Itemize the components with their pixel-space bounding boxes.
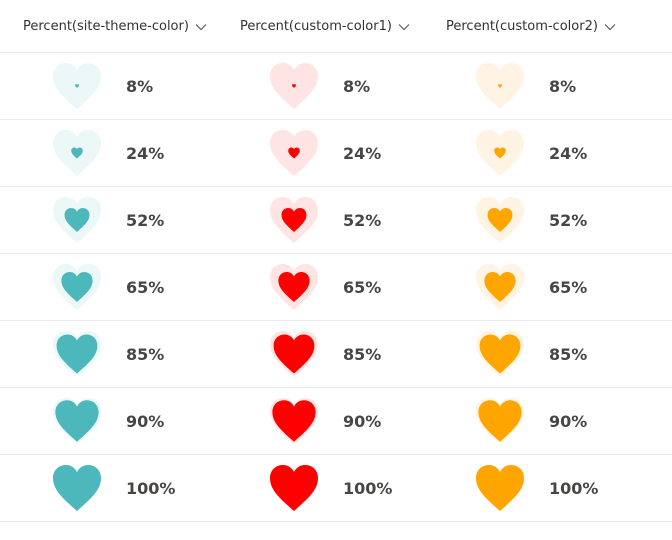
- table-cell: 100%: [218, 455, 424, 522]
- percent-value: 100%: [126, 479, 176, 498]
- heart-rating-icon: [475, 464, 525, 514]
- heart-rating-icon: [269, 196, 319, 246]
- percent-value: 24%: [549, 144, 588, 163]
- percent-value: 8%: [126, 77, 154, 96]
- percent-value: 24%: [126, 144, 165, 163]
- column-header-custom-color1[interactable]: Percent(custom-color1): [240, 0, 410, 53]
- percent-value: 85%: [343, 345, 382, 364]
- table-cell: 65%: [424, 254, 672, 321]
- percent-value: 8%: [343, 77, 371, 96]
- chevron-down-icon: [398, 23, 410, 31]
- heart-rating-icon: [52, 397, 102, 447]
- column-header-custom-color2[interactable]: Percent(custom-color2): [446, 0, 616, 53]
- column-header-label: Percent(custom-color2): [446, 19, 598, 34]
- percent-value: 85%: [549, 345, 588, 364]
- table-row[interactable]: 65% 65% 65%: [0, 254, 672, 321]
- percent-value: 65%: [126, 278, 165, 297]
- table-cell: 90%: [218, 388, 424, 455]
- percent-value: 52%: [343, 211, 382, 230]
- percent-value: 8%: [549, 77, 577, 96]
- table-cell: 65%: [0, 254, 206, 321]
- percent-value: 24%: [343, 144, 382, 163]
- percent-value: 85%: [126, 345, 165, 364]
- heart-rating-icon: [52, 196, 102, 246]
- table-cell: 85%: [218, 321, 424, 388]
- table-row[interactable]: 24% 24% 24%: [0, 120, 672, 187]
- heart-rating-icon: [52, 62, 102, 112]
- heart-rating-icon: [269, 397, 319, 447]
- table-cell: 100%: [0, 455, 206, 522]
- chevron-down-icon: [195, 23, 207, 31]
- table-cell: 85%: [424, 321, 672, 388]
- table-cell: 24%: [424, 120, 672, 187]
- table-cell: 100%: [424, 455, 672, 522]
- heart-rating-icon: [475, 196, 525, 246]
- table-cell: 65%: [218, 254, 424, 321]
- table-row[interactable]: 52% 52% 52%: [0, 187, 672, 254]
- percent-value: 90%: [126, 412, 165, 431]
- table-cell: 24%: [0, 120, 206, 187]
- list-header: Percent(site-theme-color) Percent(custom…: [0, 0, 672, 53]
- column-header-site-theme-color[interactable]: Percent(site-theme-color): [23, 0, 207, 53]
- table-cell: 52%: [0, 187, 206, 254]
- table-cell: 90%: [424, 388, 672, 455]
- chevron-down-icon: [604, 23, 616, 31]
- heart-rating-icon: [269, 263, 319, 313]
- heart-rating-icon: [269, 464, 319, 514]
- percent-value: 65%: [343, 278, 382, 297]
- percent-value: 90%: [343, 412, 382, 431]
- heart-rating-icon: [269, 330, 319, 380]
- heart-rating-icon: [475, 129, 525, 179]
- heart-rating-icon: [52, 263, 102, 313]
- column-header-label: Percent(site-theme-color): [23, 19, 189, 34]
- percent-value: 52%: [549, 211, 588, 230]
- column-header-label: Percent(custom-color1): [240, 19, 392, 34]
- table-cell: 24%: [218, 120, 424, 187]
- percent-value: 100%: [343, 479, 393, 498]
- table-row[interactable]: 8% 8% 8%: [0, 53, 672, 120]
- heart-rating-icon: [475, 62, 525, 112]
- table-cell: 8%: [424, 53, 672, 120]
- heart-rating-icon: [52, 464, 102, 514]
- table-cell: 8%: [218, 53, 424, 120]
- table-cell: 85%: [0, 321, 206, 388]
- heart-rating-icon: [52, 129, 102, 179]
- table-row[interactable]: 85% 85% 85%: [0, 321, 672, 388]
- table-cell: 8%: [0, 53, 206, 120]
- heart-rating-icon: [475, 397, 525, 447]
- percent-value: 90%: [549, 412, 588, 431]
- heart-rating-icon: [269, 62, 319, 112]
- table-cell: 90%: [0, 388, 206, 455]
- table-row[interactable]: 100% 100% 100%: [0, 455, 672, 522]
- percent-value: 65%: [549, 278, 588, 297]
- table-cell: 52%: [218, 187, 424, 254]
- table-cell: 52%: [424, 187, 672, 254]
- table-row[interactable]: 90% 90% 90%: [0, 388, 672, 455]
- heart-rating-icon: [269, 129, 319, 179]
- heart-rating-icon: [475, 263, 525, 313]
- percent-value: 100%: [549, 479, 599, 498]
- percent-value: 52%: [126, 211, 165, 230]
- heart-rating-icon: [475, 330, 525, 380]
- heart-rating-icon: [52, 330, 102, 380]
